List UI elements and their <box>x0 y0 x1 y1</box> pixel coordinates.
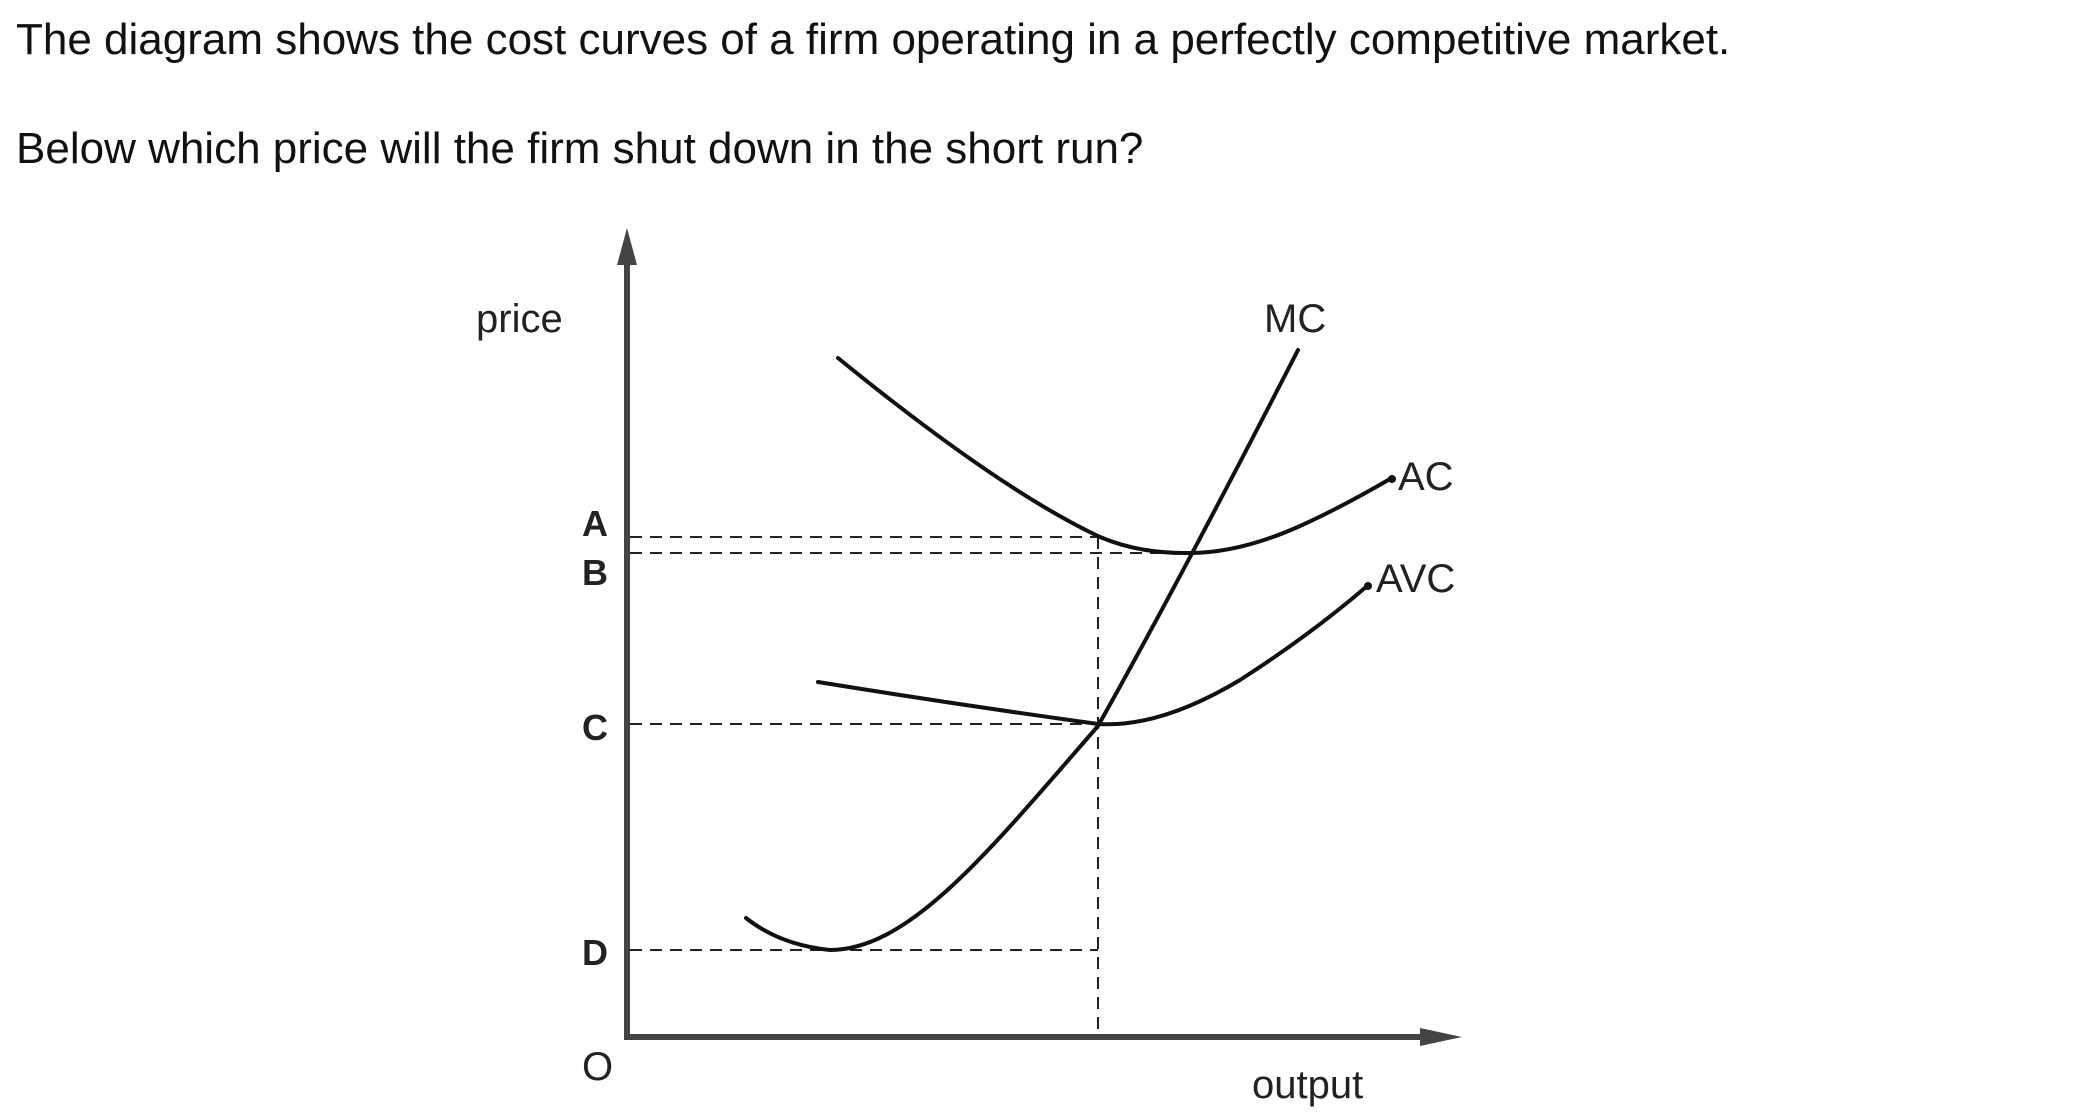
ac-label: AC <box>1398 455 1454 499</box>
avc-curve <box>816 585 1368 727</box>
ac-curve <box>836 356 1392 556</box>
mc-curve <box>744 348 1300 953</box>
question-line-2: Below which price will the firm shut dow… <box>16 124 1144 173</box>
mc-label: MC <box>1264 297 1326 341</box>
x-axis-arrowhead <box>1420 1028 1462 1046</box>
y-axis-arrowhead <box>617 228 637 265</box>
avc-label: AVC <box>1376 557 1455 601</box>
price-level-b: B <box>582 552 608 593</box>
ac-label-leader-dot <box>1388 475 1396 483</box>
price-level-c: C <box>582 707 608 748</box>
price-level-a: A <box>582 503 608 544</box>
question-line-1: The diagram shows the cost curves of a f… <box>16 15 1731 64</box>
y-axis-label: price <box>476 297 563 341</box>
origin-label: O <box>582 1045 613 1089</box>
x-axis-label: output <box>1252 1063 1363 1107</box>
price-level-d: D <box>582 932 608 973</box>
avc-label-leader-dot <box>1364 582 1372 590</box>
